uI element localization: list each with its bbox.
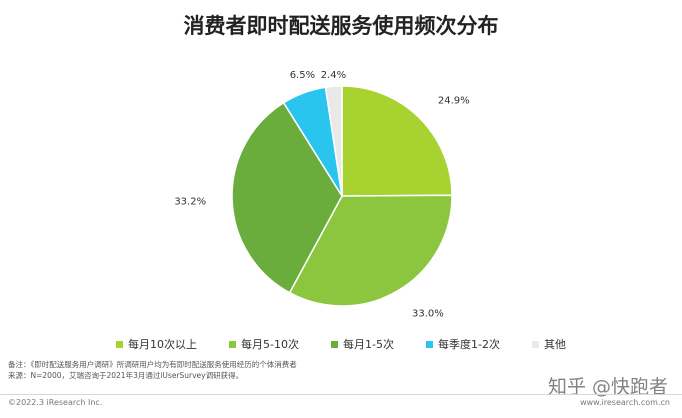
- data-label: 33.0%: [412, 309, 444, 320]
- data-label: 33.2%: [174, 196, 206, 207]
- pie-slice: [324, 85, 343, 197]
- legend-swatch: [229, 340, 237, 348]
- website-text: www.iresearch.com.cn: [580, 398, 670, 407]
- legend-swatch: [116, 340, 124, 348]
- legend-label: 其他: [543, 338, 566, 351]
- footer-divider: [0, 394, 682, 395]
- footnote-remark: 备注：《即时配送服务用户调研》所调研用户均为有即时配送服务使用经历的个体消费者: [8, 360, 297, 369]
- legend-label: 每月5-10次: [241, 338, 300, 351]
- legend-label: 每月10次以上: [128, 338, 198, 351]
- legend-item: 每月10次以上: [116, 336, 197, 352]
- legend-swatch: [531, 340, 539, 348]
- zhihu-watermark: 知乎 @快跑者: [547, 376, 668, 398]
- legend-item: 其他: [531, 336, 566, 352]
- legend-label: 每季度1-2次: [437, 338, 500, 351]
- pie-chart: 24.9% 33.0% 33.2% 6.5% 2.4%: [174, 70, 470, 320]
- footnotes: 备注：《即时配送服务用户调研》所调研用户均为有即时配送服务使用经历的个体消费者 …: [8, 359, 528, 381]
- data-label: 24.9%: [438, 96, 470, 107]
- legend-item: 每月1-5次: [331, 336, 394, 352]
- data-label: 6.5%: [290, 70, 315, 81]
- legend-item: 每月5-10次: [229, 336, 299, 352]
- pie-slice: [288, 194, 453, 307]
- legend-swatch: [425, 340, 433, 348]
- pie-slice: [231, 101, 343, 294]
- footnote-source: 来源：N=2000，艾瑞咨询于2021年3月通过iUserSurvey调研获得。: [8, 371, 244, 380]
- data-label: 2.4%: [321, 70, 346, 81]
- copyright-text: ©2022.3 iResearch Inc.: [8, 398, 103, 407]
- chart-title: 消费者即时配送服务使用频次分布: [183, 14, 499, 38]
- legend-swatch: [331, 340, 339, 348]
- legend-label: 每月1-5次: [343, 338, 394, 351]
- pie-slice: [341, 85, 453, 197]
- chart-legend: 每月10次以上 每月5-10次 每月1-5次 每季度1-2次 其他: [0, 336, 682, 352]
- legend-item: 每季度1-2次: [425, 336, 500, 352]
